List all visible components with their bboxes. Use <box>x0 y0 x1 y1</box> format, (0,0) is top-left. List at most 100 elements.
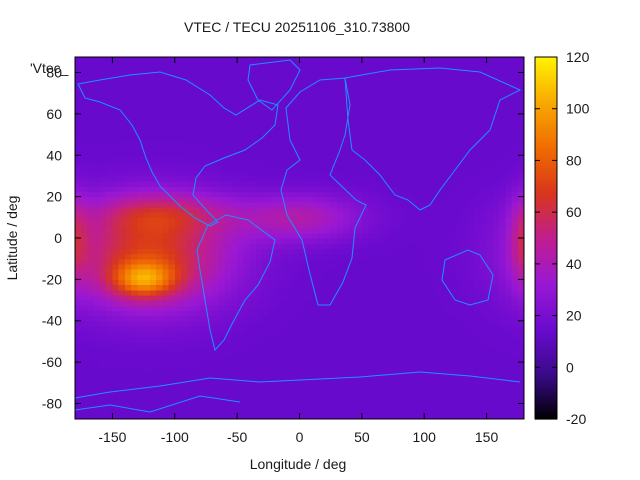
heatmap-cell <box>424 155 432 162</box>
heatmap-cell <box>156 62 163 68</box>
heatmap-cell <box>324 124 332 130</box>
heatmap-cell <box>386 336 394 343</box>
heatmap-cell <box>230 320 238 327</box>
heatmap-cell <box>230 341 238 348</box>
heatmap-cell <box>393 398 400 405</box>
heatmap-cell <box>417 191 425 198</box>
heatmap-cell <box>318 62 326 68</box>
heatmap-cell <box>75 129 82 136</box>
heatmap-cell <box>287 263 294 270</box>
heatmap-cell <box>75 362 82 368</box>
heatmap-cell <box>168 232 176 239</box>
heatmap-cell <box>368 331 375 337</box>
heatmap-cell <box>162 294 170 301</box>
heatmap-cell <box>255 315 263 322</box>
heatmap-cell <box>199 315 207 322</box>
heatmap-cell <box>399 356 407 363</box>
heatmap-cell <box>274 88 282 94</box>
heatmap-cell <box>442 129 450 136</box>
heatmap-cell <box>212 393 220 399</box>
heatmap-cell <box>224 181 232 187</box>
heatmap-cell <box>311 103 319 110</box>
heatmap-cell <box>87 67 95 74</box>
heatmap-cell <box>187 134 195 141</box>
heatmap-cell <box>517 387 525 394</box>
heatmap-cell <box>349 393 357 399</box>
heatmap-cell <box>299 67 307 74</box>
heatmap-cell <box>162 351 170 358</box>
heatmap-cell <box>442 413 450 420</box>
heatmap-cell <box>511 212 519 218</box>
heatmap-cell <box>205 139 213 146</box>
heatmap-cell <box>224 403 232 410</box>
heatmap-cell <box>81 88 89 94</box>
heatmap-cell <box>399 372 407 379</box>
heatmap-cell <box>243 269 251 275</box>
heatmap-cell <box>361 310 369 317</box>
heatmap-cell <box>311 191 319 198</box>
heatmap-cell <box>255 294 263 301</box>
heatmap-cell <box>393 258 400 265</box>
heatmap-cell <box>174 217 182 224</box>
heatmap-cell <box>268 129 276 136</box>
heatmap-cell <box>255 300 263 306</box>
heatmap-cell <box>162 72 170 79</box>
heatmap-cell <box>168 248 176 255</box>
heatmap-cell <box>474 279 481 286</box>
heatmap-cell <box>424 413 432 420</box>
heatmap-cell <box>199 346 207 353</box>
heatmap-cell <box>293 356 301 363</box>
heatmap-cell <box>293 269 301 275</box>
heatmap-cell <box>262 238 269 244</box>
heatmap-cell <box>330 232 338 239</box>
heatmap-cell <box>311 150 319 156</box>
heatmap-cell <box>486 196 494 203</box>
heatmap-cell <box>187 222 195 229</box>
heatmap-cell <box>486 232 494 239</box>
heatmap-cell <box>430 57 438 63</box>
heatmap-cell <box>349 356 357 363</box>
heatmap-cell <box>386 253 394 260</box>
heatmap-cell <box>174 124 182 130</box>
heatmap-cell <box>467 294 475 301</box>
heatmap-cell <box>106 377 114 384</box>
heatmap-cell <box>343 113 350 120</box>
heatmap-cell <box>455 232 463 239</box>
heatmap-cell <box>274 150 282 156</box>
heatmap-cell <box>505 238 513 244</box>
heatmap-cell <box>355 238 363 244</box>
heatmap-cell <box>449 325 457 332</box>
heatmap-cell <box>343 341 350 348</box>
heatmap-cell <box>243 82 251 89</box>
heatmap-cell <box>436 382 444 389</box>
heatmap-cell <box>505 382 513 389</box>
heatmap-cell <box>99 88 107 94</box>
heatmap-cell <box>449 398 457 405</box>
heatmap-cell <box>424 346 432 353</box>
heatmap-cell <box>399 134 407 141</box>
heatmap-cell <box>405 346 413 353</box>
heatmap-cell <box>131 212 138 218</box>
heatmap-cell <box>149 103 157 110</box>
heatmap-cell <box>343 253 350 260</box>
heatmap-cell <box>455 325 463 332</box>
heatmap-cell <box>480 129 488 136</box>
heatmap-cell <box>262 175 269 182</box>
heatmap-cell <box>411 196 419 203</box>
heatmap-cell <box>474 62 481 68</box>
heatmap-cell <box>124 346 132 353</box>
heatmap-cell <box>399 325 407 332</box>
heatmap-cell <box>505 362 513 368</box>
heatmap-cell <box>349 351 357 358</box>
heatmap-cell <box>442 300 450 306</box>
heatmap-cell <box>156 170 163 177</box>
heatmap-cell <box>212 300 220 306</box>
heatmap-cell <box>75 72 82 79</box>
heatmap-cell <box>81 248 89 255</box>
heatmap-cell <box>81 341 89 348</box>
heatmap-cell <box>393 238 400 244</box>
heatmap-cell <box>193 212 201 218</box>
heatmap-cell <box>480 336 488 343</box>
heatmap-cell <box>336 160 344 167</box>
heatmap-cell <box>349 320 357 327</box>
